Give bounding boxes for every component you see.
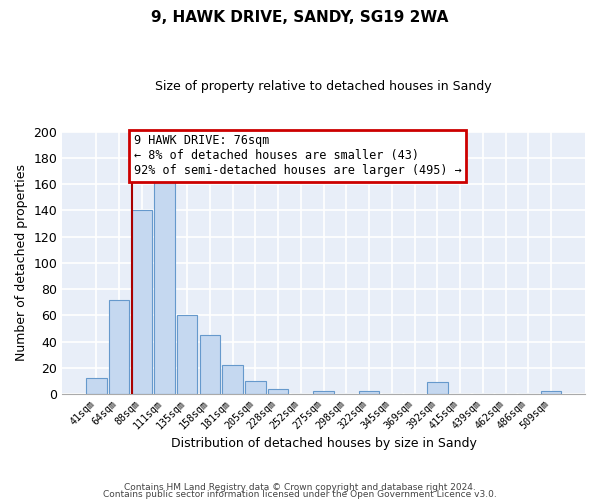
Title: Size of property relative to detached houses in Sandy: Size of property relative to detached ho… — [155, 80, 492, 93]
Bar — [427, 382, 448, 394]
Bar — [313, 392, 334, 394]
Text: 9 HAWK DRIVE: 76sqm
← 8% of detached houses are smaller (43)
92% of semi-detache: 9 HAWK DRIVE: 76sqm ← 8% of detached hou… — [134, 134, 461, 178]
Bar — [268, 389, 289, 394]
Bar — [541, 392, 561, 394]
Y-axis label: Number of detached properties: Number of detached properties — [15, 164, 28, 362]
Text: 9, HAWK DRIVE, SANDY, SG19 2WA: 9, HAWK DRIVE, SANDY, SG19 2WA — [151, 10, 449, 25]
Bar — [245, 381, 266, 394]
Bar — [223, 365, 243, 394]
Bar — [154, 178, 175, 394]
Text: Contains HM Land Registry data © Crown copyright and database right 2024.: Contains HM Land Registry data © Crown c… — [124, 484, 476, 492]
Text: Contains public sector information licensed under the Open Government Licence v3: Contains public sector information licen… — [103, 490, 497, 499]
Bar — [131, 210, 152, 394]
Bar — [359, 392, 379, 394]
Bar — [200, 335, 220, 394]
Bar — [177, 316, 197, 394]
Bar — [86, 378, 107, 394]
X-axis label: Distribution of detached houses by size in Sandy: Distribution of detached houses by size … — [171, 437, 476, 450]
Bar — [109, 300, 129, 394]
